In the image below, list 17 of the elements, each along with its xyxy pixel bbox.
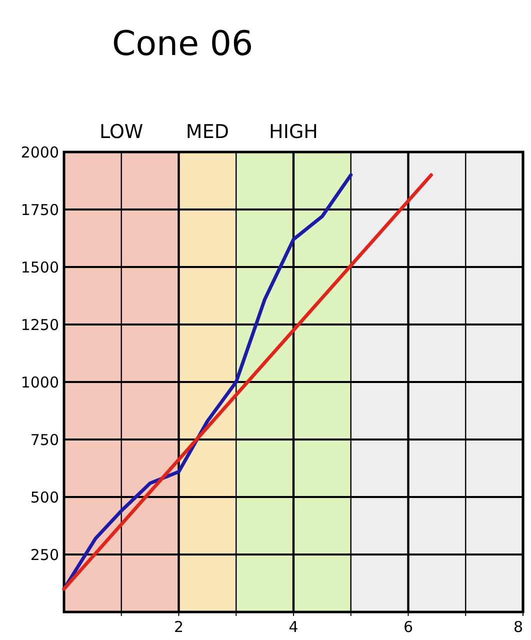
line-series	[62, 173, 353, 591]
y-tick-label: 1000	[20, 373, 59, 392]
y-tick-label: 1750	[20, 200, 59, 219]
chart-title: Cone 06	[112, 24, 254, 64]
x-tick-label: 4	[288, 618, 298, 636]
y-tick-label: 500	[30, 488, 59, 506]
y-tick-label: 250	[30, 546, 59, 564]
y-tick-label: 750	[30, 430, 59, 449]
band-label: HIGH	[269, 121, 318, 143]
x-tick-label: 6	[403, 618, 414, 636]
x-tick-label: 8	[513, 618, 523, 636]
band-label: MED	[186, 121, 229, 143]
band-label: LOW	[100, 121, 144, 143]
x-tick-label: 2	[174, 618, 184, 636]
y-tick-label: 1250	[20, 316, 59, 334]
y-tick-label: 1500	[20, 258, 59, 276]
y-tick-label: 2000	[20, 143, 59, 162]
